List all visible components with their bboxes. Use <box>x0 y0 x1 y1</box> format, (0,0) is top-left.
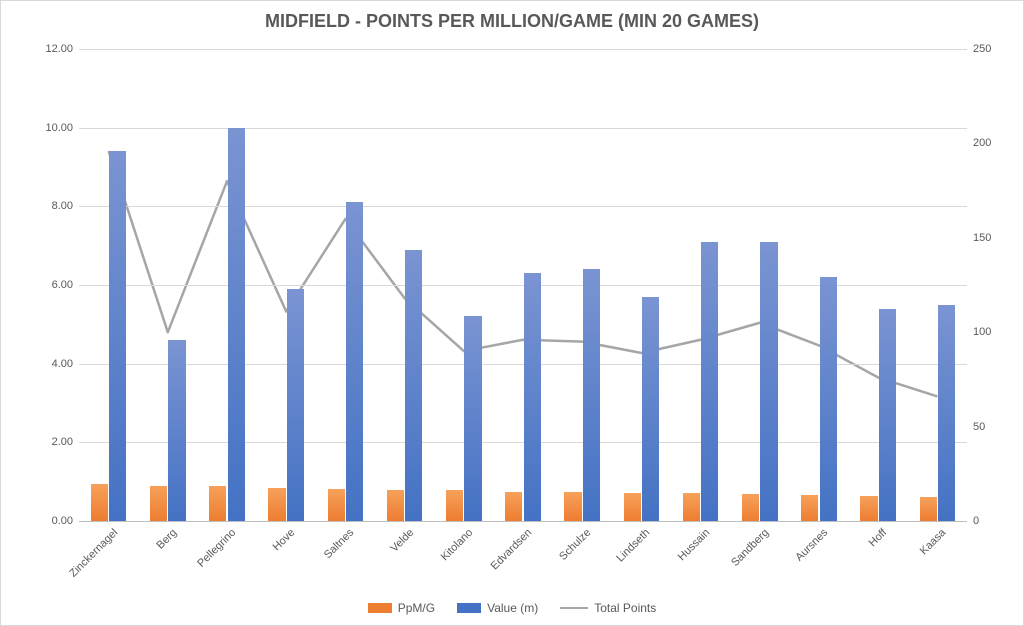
bar-value <box>464 316 481 521</box>
bar-value <box>168 340 185 521</box>
legend-label: PpM/G <box>398 601 435 615</box>
bar-ppmg <box>624 493 641 521</box>
bar-ppmg <box>860 496 877 521</box>
bar-value <box>524 273 541 521</box>
bar-ppmg <box>387 490 404 521</box>
bar-ppmg <box>328 489 345 521</box>
legend-item-ppmg: PpM/G <box>368 601 435 615</box>
y-right-tick-label: 100 <box>967 326 991 338</box>
y-right-tick-label: 50 <box>967 421 985 433</box>
legend: PpM/G Value (m) Total Points <box>1 601 1023 615</box>
bar-ppmg <box>683 493 700 521</box>
bar-ppmg <box>920 497 937 521</box>
bar-ppmg <box>564 492 581 521</box>
bar-value <box>346 202 363 521</box>
bar-value <box>405 250 422 521</box>
bar-value <box>642 297 659 521</box>
y-left-tick-label: 6.00 <box>52 279 79 291</box>
legend-swatch <box>457 603 481 613</box>
y-left-tick-label: 8.00 <box>52 200 79 212</box>
y-left-tick-label: 2.00 <box>52 436 79 448</box>
bar-value <box>109 151 126 521</box>
bar-value <box>938 305 955 521</box>
grid-line <box>79 128 967 129</box>
bar-value <box>820 277 837 521</box>
bar-value <box>287 289 304 521</box>
y-left-tick-label: 10.00 <box>45 122 79 134</box>
grid-line <box>79 206 967 207</box>
y-right-tick-label: 250 <box>967 43 991 55</box>
bar-value <box>760 242 777 521</box>
legend-item-total_points: Total Points <box>560 601 656 615</box>
legend-label: Total Points <box>594 601 656 615</box>
y-left-tick-label: 0.00 <box>52 515 79 527</box>
legend-item-value: Value (m) <box>457 601 538 615</box>
x-axis-baseline <box>79 521 967 522</box>
bar-value <box>701 242 718 521</box>
y-right-tick-label: 200 <box>967 137 991 149</box>
legend-line <box>560 607 588 609</box>
bar-value <box>879 309 896 521</box>
y-right-tick-label: 0 <box>967 515 979 527</box>
bar-ppmg <box>446 490 463 521</box>
bar-ppmg <box>742 494 759 521</box>
y-right-tick-label: 150 <box>967 232 991 244</box>
bar-ppmg <box>505 492 522 522</box>
bar-ppmg <box>268 488 285 521</box>
bar-ppmg <box>209 486 226 521</box>
legend-label: Value (m) <box>487 601 538 615</box>
bar-value <box>228 128 245 521</box>
y-left-tick-label: 12.00 <box>45 43 79 55</box>
bar-ppmg <box>801 495 818 521</box>
combo-chart: MIDFIELD - POINTS PER MILLION/GAME (MIN … <box>0 0 1024 626</box>
grid-line <box>79 49 967 50</box>
plot-area: 0.002.004.006.008.0010.0012.000501001502… <box>79 49 967 521</box>
legend-swatch <box>368 603 392 613</box>
bar-ppmg <box>150 486 167 521</box>
bar-value <box>583 269 600 521</box>
y-left-tick-label: 4.00 <box>52 358 79 370</box>
bar-ppmg <box>91 484 108 521</box>
chart-title: MIDFIELD - POINTS PER MILLION/GAME (MIN … <box>1 1 1023 32</box>
